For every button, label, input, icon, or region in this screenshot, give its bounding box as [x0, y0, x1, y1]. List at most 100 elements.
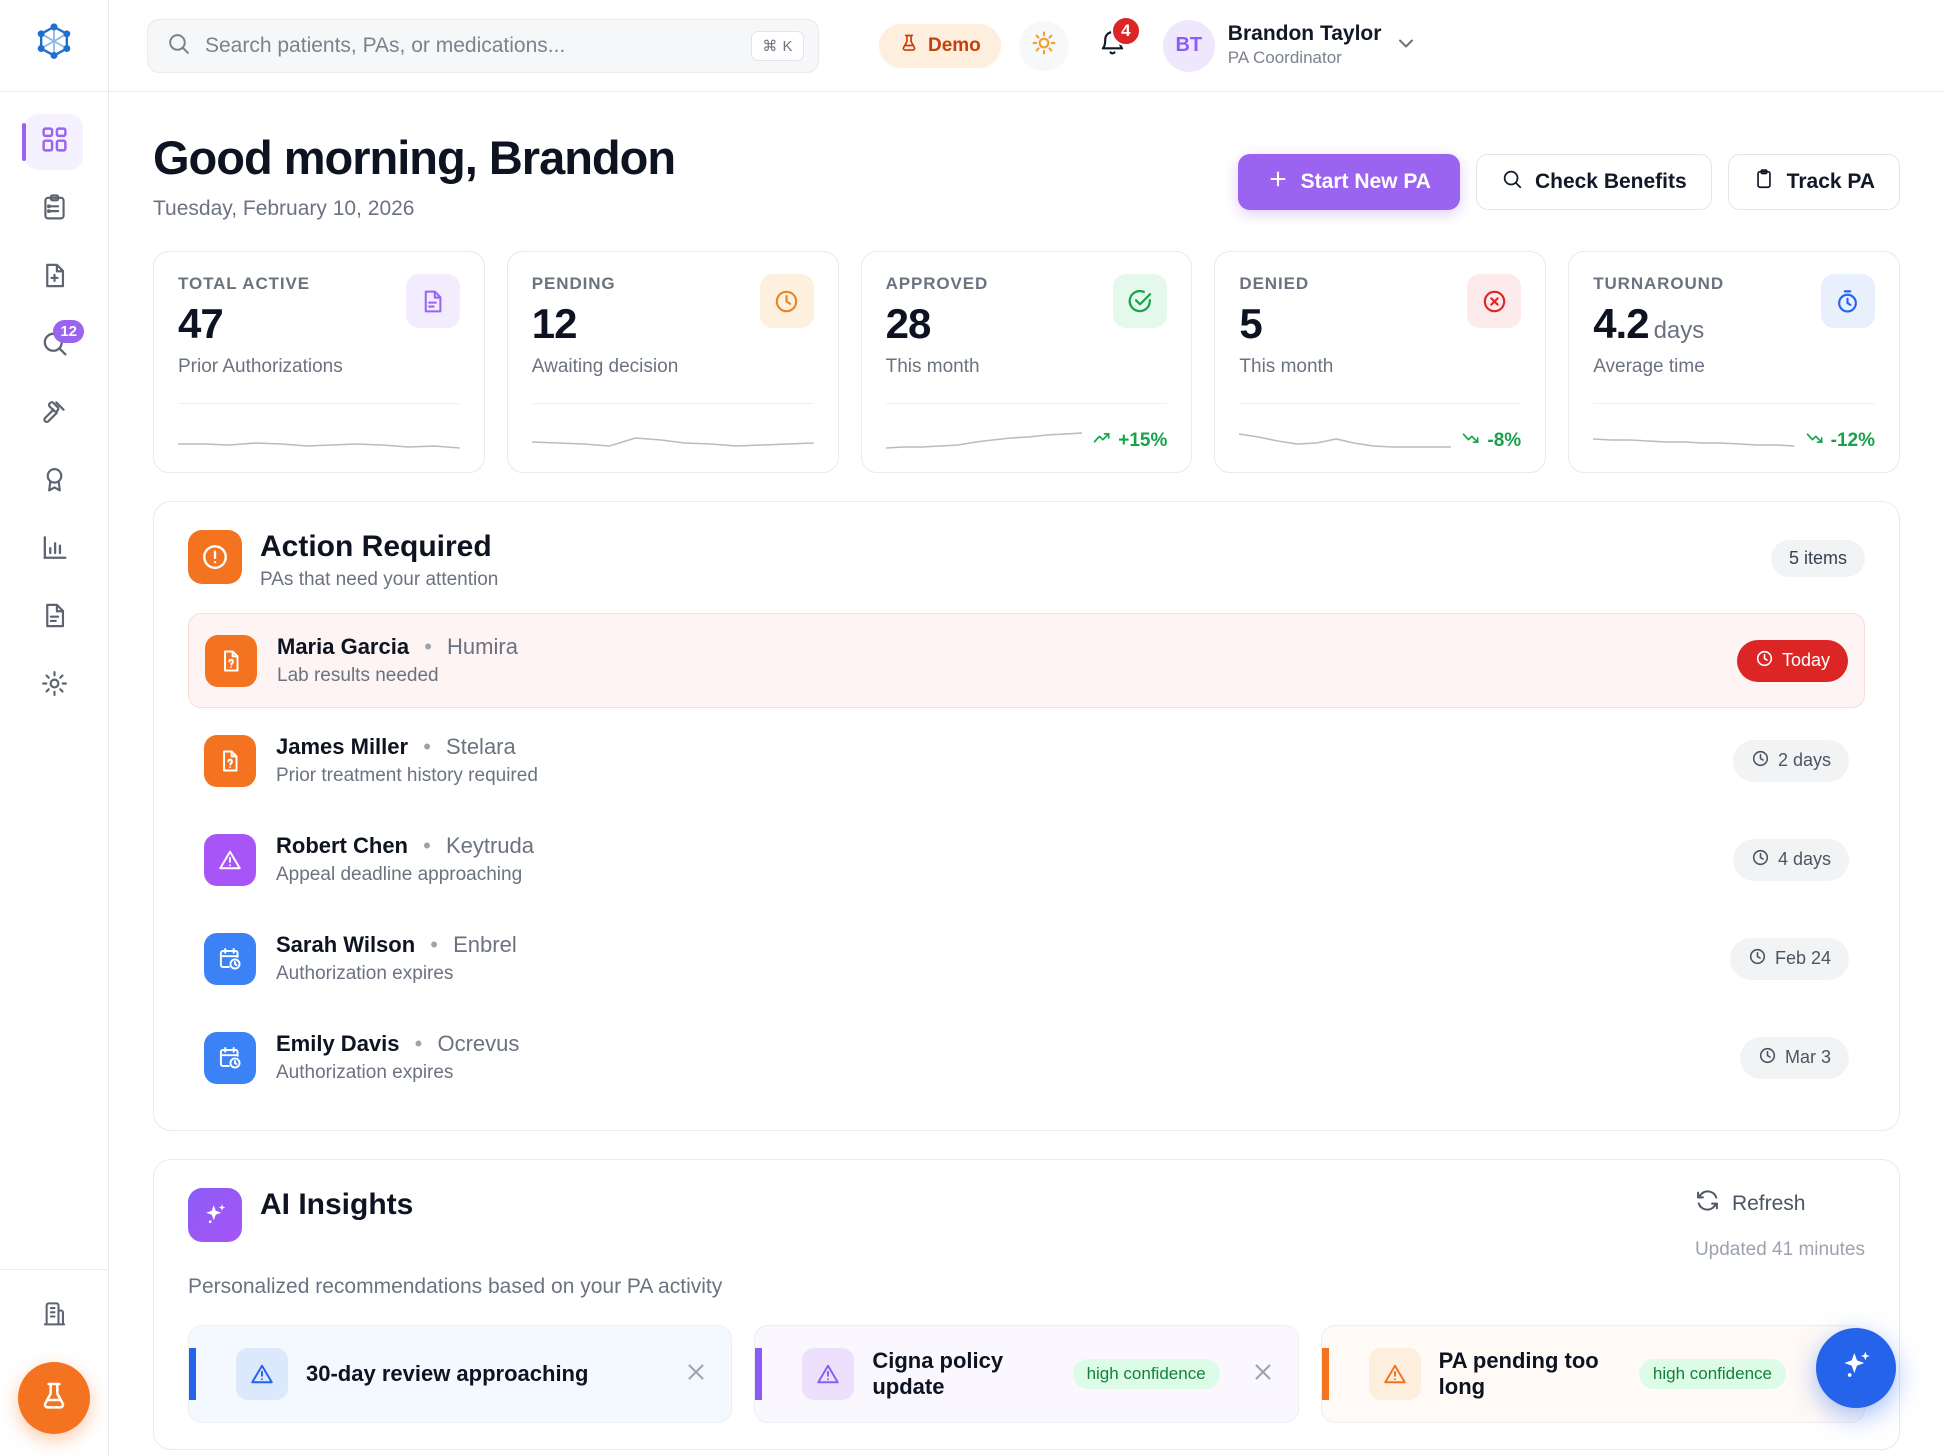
status-badge: 2 days — [1732, 739, 1849, 782]
topbar: Search patients, PAs, or medications... … — [109, 0, 1944, 92]
sidebar-item-analytics[interactable] — [25, 522, 83, 578]
sparkline — [1239, 420, 1451, 454]
sparkle-icon — [1836, 1346, 1876, 1391]
clock-icon — [759, 274, 814, 328]
confidence-badge: high confidence — [1072, 1359, 1220, 1389]
sidebar-item-settings[interactable] — [25, 658, 83, 714]
stat-text: APPROVED 28 This month — [886, 274, 989, 378]
profile-text: Brandon Taylor PA Coordinator — [1228, 22, 1382, 69]
clock-icon — [1748, 947, 1767, 971]
stat-value: 28 — [885, 300, 932, 347]
sidebar-item-appeals[interactable] — [25, 386, 83, 442]
refresh-label: Refresh — [1731, 1191, 1806, 1215]
sidebar-item-new-pa[interactable] — [25, 250, 83, 306]
sidebar-item-pa-list[interactable] — [25, 182, 83, 238]
theme-toggle-button[interactable] — [1018, 20, 1069, 71]
notification-count-badge: 4 — [1110, 15, 1141, 46]
alert-triangle-icon — [204, 833, 256, 886]
table-row[interactable]: Emily Davis • Ocrevus Authorization expi… — [188, 1011, 1865, 1104]
app-logo[interactable] — [0, 0, 108, 92]
table-row[interactable]: Robert Chen • Keytruda Appeal deadline a… — [188, 813, 1865, 906]
accent-bar — [755, 1348, 763, 1400]
stat-footer: -12% — [1593, 403, 1875, 454]
track-pa-button[interactable]: Track PA — [1727, 154, 1900, 210]
stat-label: PENDING — [531, 274, 616, 293]
list-item[interactable]: PA pending too long high confidence — [1320, 1325, 1865, 1423]
last-updated-text: Updated 41 minutes — [1694, 1239, 1865, 1260]
stat-top: APPROVED 28 This month — [886, 274, 1168, 378]
current-date: Tuesday, February 10, 2026 — [153, 197, 415, 220]
page-title: Good morning, Brandon — [153, 131, 676, 184]
hexagon-network-icon — [32, 21, 76, 70]
stat-trend: -12% — [1805, 428, 1875, 454]
sparkline — [1593, 420, 1794, 454]
plus-icon — [1267, 168, 1289, 196]
ai-card-title: PA pending too long — [1438, 1348, 1599, 1399]
stat-card-denied[interactable]: DENIED 5 This month — [1214, 251, 1547, 473]
confidence-badge: high confidence — [1638, 1359, 1786, 1389]
user-profile-menu[interactable]: BT Brandon Taylor PA Coordinator — [1162, 19, 1419, 72]
stat-trend: -8% — [1461, 428, 1521, 454]
sidebar-item-search[interactable]: 12 — [25, 318, 84, 374]
header-actions: Start New PA Check Benefits — [1237, 130, 1900, 210]
stat-sub: Prior Authorizations — [178, 356, 343, 377]
user-name: Brandon Taylor — [1227, 22, 1382, 46]
row-reason: Authorization expires — [276, 963, 454, 984]
clock-icon — [1758, 1046, 1777, 1070]
list-item[interactable]: Cigna policy update high confidence — [754, 1325, 1299, 1423]
stat-value: 5 — [1239, 300, 1262, 347]
refresh-button[interactable]: Refresh — [1695, 1188, 1865, 1219]
bar-chart-icon — [40, 533, 69, 567]
start-new-pa-button[interactable]: Start New PA — [1237, 154, 1460, 210]
demo-mode-fab[interactable] — [18, 1362, 90, 1434]
stat-footer — [178, 403, 460, 454]
sidebar-item-documents[interactable] — [25, 590, 83, 646]
sidebar-item-dashboard[interactable] — [22, 114, 83, 170]
award-icon — [40, 465, 69, 499]
stat-card-approved[interactable]: APPROVED 28 This month — [860, 251, 1193, 473]
close-icon[interactable] — [671, 1359, 709, 1390]
stat-card-turnaround[interactable]: TURNAROUND 4.2 days Average time — [1568, 251, 1900, 473]
stat-text: TOTAL ACTIVE 47 Prior Authorizations — [178, 274, 343, 378]
sidebar-item-organization[interactable] — [25, 1288, 83, 1344]
ai-card-title: Cigna policy update — [872, 1348, 1004, 1399]
stat-value: 47 — [178, 300, 224, 347]
ai-header-text: AI Insights — [260, 1188, 413, 1222]
sparkline — [178, 420, 460, 454]
check-benefits-label: Check Benefits — [1534, 170, 1687, 193]
medication-name: Stelara — [446, 734, 516, 759]
stat-value: 12 — [531, 300, 578, 347]
stat-card-pending[interactable]: PENDING 12 Awaiting decision — [506, 251, 839, 473]
clock-icon — [1751, 848, 1770, 872]
row-title: Maria Garcia • Humira — [277, 634, 1717, 660]
stat-label: APPROVED — [885, 274, 989, 293]
ai-assistant-fab[interactable] — [1816, 1328, 1896, 1408]
table-row[interactable]: James Miller • Stelara Prior treatment h… — [188, 714, 1865, 807]
medication-name: Enbrel — [453, 932, 517, 957]
sidebar-item-approvals[interactable] — [25, 454, 83, 510]
patient-name: James Miller — [276, 734, 409, 759]
ai-insights-header: AI Insights Refresh — [188, 1188, 1865, 1261]
stat-top: DENIED 5 This month — [1239, 274, 1522, 378]
stat-sub: This month — [885, 356, 980, 377]
panel-subtitle: PAs that need your attention — [260, 569, 499, 590]
search-input[interactable]: Search patients, PAs, or medications... … — [147, 18, 819, 73]
action-required-panel: Action Required PAs that need your atten… — [153, 501, 1900, 1131]
flask-icon — [899, 33, 919, 59]
stat-value: 4.2 days — [1593, 300, 1705, 347]
notifications-button[interactable]: 4 — [1087, 15, 1141, 72]
sidebar-search-badge: 12 — [53, 320, 84, 343]
clipboard-icon — [1753, 168, 1775, 196]
check-benefits-button[interactable]: Check Benefits — [1475, 154, 1712, 210]
row-main: Emily Davis • Ocrevus Authorization expi… — [276, 1031, 1720, 1084]
table-row[interactable]: Sarah Wilson • Enbrel Authorization expi… — [188, 912, 1865, 1005]
list-item[interactable]: 30-day review approaching — [188, 1325, 733, 1423]
table-row[interactable]: Maria Garcia • Humira Lab results needed… — [188, 613, 1865, 708]
row-title: James Miller • Stelara — [276, 734, 1713, 760]
search-shortcut: ⌘ K — [751, 30, 804, 61]
close-icon[interactable] — [1238, 1359, 1276, 1390]
demo-badge[interactable]: Demo — [879, 23, 1001, 68]
row-reason: Appeal deadline approaching — [276, 864, 523, 885]
stat-card-total-active[interactable]: TOTAL ACTIVE 47 Prior Authorizations — [153, 251, 485, 473]
separator-dot: • — [414, 1031, 423, 1056]
